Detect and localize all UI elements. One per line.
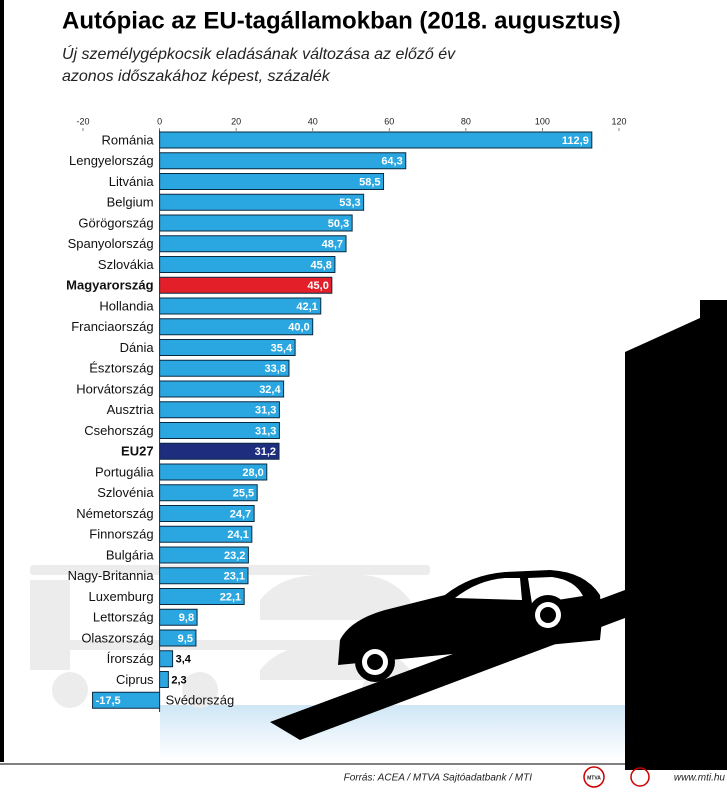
bar [159, 235, 347, 253]
category-label: Ausztria [107, 402, 155, 417]
logo-circle [630, 767, 650, 787]
x-tick-label: 40 [308, 116, 318, 126]
value-label: 45,0 [307, 280, 328, 292]
value-label: 53,3 [339, 197, 360, 209]
value-label: 33,8 [265, 363, 286, 375]
category-label: Csehország [84, 423, 153, 438]
value-label: 22,1 [220, 591, 241, 603]
bar [159, 214, 353, 232]
category-label: Spanyolország [68, 236, 154, 251]
value-label: 58,5 [359, 176, 380, 188]
value-label: 23,2 [224, 550, 245, 562]
category-label: Görögország [78, 215, 153, 230]
bar [159, 276, 333, 294]
value-label: 112,9 [562, 135, 589, 147]
category-label: Lettország [93, 610, 154, 625]
value-label: 40,0 [288, 322, 309, 334]
logo: MTVA [587, 775, 601, 781]
x-tick-label: -20 [76, 116, 89, 126]
value-label: 9,8 [179, 612, 194, 624]
chart-title: Autópiac az EU-tagállamokban (2018. augu… [62, 7, 621, 34]
background-illustration [30, 300, 727, 770]
source: Forrás: ACEA / MTVA Sajtóadatbank / MTI [344, 773, 533, 784]
left-border [0, 0, 4, 762]
category-label: Szlovákia [98, 257, 154, 272]
value-label: 23,1 [224, 571, 245, 583]
category-label: Portugália [95, 464, 154, 479]
bar [159, 152, 407, 170]
value-label: 50,3 [328, 218, 349, 230]
category-label: Olaszország [81, 630, 153, 645]
category-label: Luxemburg [89, 589, 154, 604]
value-label: 48,7 [322, 239, 343, 251]
value-label: 25,5 [233, 488, 254, 500]
value-label: 2,3 [171, 674, 186, 686]
category-label: Lengyelország [69, 153, 154, 168]
value-label: 64,3 [381, 156, 402, 168]
category-label: Észtország [89, 361, 153, 376]
category-label: Szlovénia [97, 485, 154, 500]
value-label: 24,1 [227, 529, 248, 541]
x-tick-label: 0 [157, 116, 162, 126]
bar [159, 193, 365, 211]
category-label: Svédország [166, 693, 235, 708]
value-label: 31,2 [255, 446, 276, 458]
category-label: EU27 [121, 444, 154, 459]
category-label: Litvánia [109, 174, 155, 189]
value-label: 32,4 [259, 384, 281, 396]
value-label: 9,5 [178, 633, 193, 645]
category-label: Románia [102, 132, 155, 147]
category-label: Nagy-Britannia [68, 568, 155, 583]
category-label: Franciaország [71, 319, 153, 334]
value-label: 31,3 [255, 425, 276, 437]
value-label: 42,1 [296, 301, 317, 313]
category-label: Magyarország [66, 278, 153, 293]
category-label: Hollandia [99, 298, 154, 313]
x-tick-label: 60 [384, 116, 394, 126]
value-label: 35,4 [271, 342, 293, 354]
bar [159, 650, 174, 668]
x-tick-label: 100 [535, 116, 550, 126]
x-tick-label: 80 [461, 116, 471, 126]
bar [159, 173, 385, 190]
x-tick-label: 120 [611, 116, 626, 126]
category-label: Horvátország [76, 381, 153, 396]
subtitle: azonos időszakához képest, százalék [62, 68, 331, 85]
subtitle: Új személygépkocsik eladásának változása… [62, 44, 456, 63]
x-tick-label: 20 [231, 116, 241, 126]
bar [159, 671, 169, 688]
bar [159, 131, 593, 149]
category-label: Ciprus [116, 672, 154, 687]
logo-circle [583, 766, 605, 788]
category-label: Belgium [107, 195, 154, 210]
bar [159, 256, 336, 273]
value-label: 31,3 [255, 405, 276, 417]
category-label: Németország [76, 506, 153, 521]
category-label: Dánia [120, 340, 155, 355]
value-label: 24,7 [230, 508, 251, 520]
category-label: Írország [107, 651, 154, 666]
value-label: 3,4 [176, 654, 192, 666]
category-label: Finnország [89, 527, 153, 542]
category-label: Bulgária [106, 547, 154, 562]
url: www.mti.hu [674, 773, 726, 784]
value-label: 45,8 [310, 259, 331, 271]
value-label: 28,0 [242, 467, 263, 479]
value-label: -17,5 [96, 695, 121, 707]
